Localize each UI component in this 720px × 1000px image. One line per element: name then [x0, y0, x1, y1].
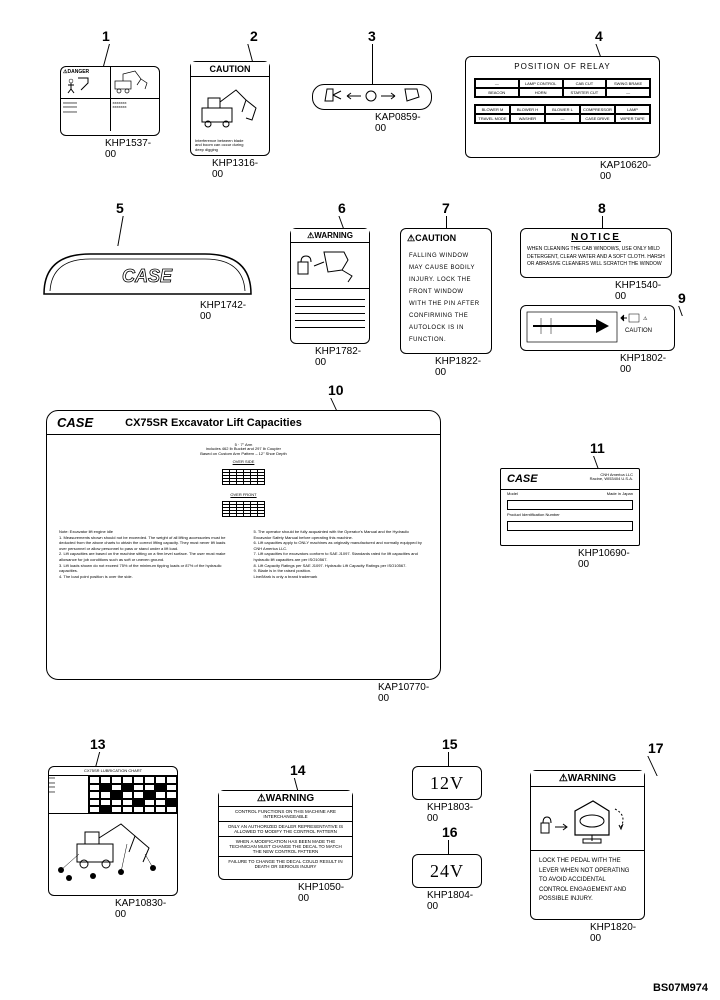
decal-4: POSITION OF RELAY — LAMP CONTROL CAB CUT… [465, 56, 660, 158]
warning-title-17: ⚠WARNING [531, 771, 644, 787]
ref-16: 16 [442, 824, 458, 840]
part-11: KHP10690-00 [578, 548, 630, 570]
decal-17: ⚠WARNING LOCK THE PEDAL WITH THE LEVER W… [530, 770, 645, 920]
warning-title-14: ⚠WARNING [219, 791, 352, 807]
leader-5 [117, 216, 123, 246]
caution-body-7: FALLING WINDOW MAY CAUSE BODILY INJURY. … [401, 248, 491, 348]
title-10: CX75SR Excavator Lift Capacities [125, 417, 302, 429]
leader-1 [103, 44, 110, 66]
relay-title: POSITION OF RELAY [466, 57, 659, 76]
part-13: KAP10830-00 [115, 898, 166, 920]
ref-17: 17 [648, 740, 664, 756]
leader-9 [678, 306, 683, 316]
decal-5: CASE [40, 246, 255, 303]
leader-16 [448, 840, 449, 854]
decal-8: NOTICE WHEN CLEANING THE CAB WINDOWS, US… [520, 228, 672, 278]
decal-1: ⚠DANGER xxxxxxxxxxxxxxxxxxxxx xxxxxxxxxx… [60, 66, 160, 136]
brand-10: CASE [57, 415, 93, 430]
drawing-number: BS07M974 [653, 982, 708, 994]
ref-1: 1 [102, 28, 110, 44]
part-10: KAP10770-00 [378, 682, 429, 704]
decal-11: CASE CNH America LLC Racine, WI53404 U.S… [500, 468, 640, 546]
notice-title: NOTICE [521, 229, 671, 243]
leader-15 [448, 752, 449, 766]
ref-13: 13 [90, 736, 106, 752]
svg-text:CAUTION: CAUTION [625, 328, 652, 334]
part-5: KHP1742-00 [200, 300, 246, 322]
ref-7: 7 [442, 200, 450, 216]
warning-body-17: LOCK THE PEDAL WITH THE LEVER WHEN NOT O… [531, 851, 644, 911]
decal-16: 24V [412, 854, 482, 888]
decal-15: 12V [412, 766, 482, 800]
part-15: KHP1803-00 [427, 802, 473, 824]
ref-3: 3 [368, 28, 376, 44]
decal-6: ⚠WARNING [290, 228, 370, 344]
decal-14: ⚠WARNING CONTROL FUNCTIONS ON THIS MACHI… [218, 790, 353, 880]
part-16: KHP1804-00 [427, 890, 473, 912]
part-1: KHP1537-00 [105, 138, 151, 160]
part-17: KHP1820-00 [590, 922, 636, 944]
decal-10: CASE CX75SR Excavator Lift Capacities 5 … [46, 410, 441, 680]
decal-13: CX75SR LUBRICATION CHART xxxxxxxxxxxx [48, 766, 178, 896]
decal-7: ⚠CAUTION FALLING WINDOW MAY CAUSE BODILY… [400, 228, 492, 354]
ref-10: 10 [328, 382, 344, 398]
part-14: KHP1050-00 [298, 882, 344, 904]
svg-text:⚠: ⚠ [643, 316, 648, 322]
ref-11: 11 [590, 440, 605, 456]
part-9: KHP1802-00 [620, 353, 666, 375]
notice-body: WHEN CLEANING THE CAB WINDOWS, USE ONLY … [521, 243, 671, 272]
leader-3 [372, 44, 373, 84]
part-7: KHP1822-00 [435, 356, 481, 378]
ref-9: 9 [678, 290, 686, 306]
decal-2: CAUTION Interference between bladeand bo… [190, 61, 270, 156]
part-2: KHP1316-00 [212, 158, 258, 180]
ref-8: 8 [598, 200, 606, 216]
svg-text:CASE: CASE [122, 266, 173, 286]
leader-17 [647, 756, 657, 776]
part-8: KHP1540-00 [615, 280, 661, 302]
decal-3 [312, 84, 432, 110]
ref-2: 2 [250, 28, 258, 44]
ref-5: 5 [116, 200, 124, 216]
part-4: KAP10620-00 [600, 160, 651, 182]
part-3: KAP0859-00 [375, 112, 421, 134]
caution-title-7: ⚠CAUTION [401, 229, 491, 248]
part-6: KHP1782-00 [315, 346, 361, 368]
ref-15: 15 [442, 736, 458, 752]
warning-title-6: ⚠WARNING [291, 229, 369, 243]
ref-4: 4 [595, 28, 603, 44]
decal-9: ⚠ CAUTION [520, 305, 675, 351]
caution-title-2: CAUTION [191, 62, 269, 77]
ref-6: 6 [338, 200, 346, 216]
ref-14: 14 [290, 762, 306, 778]
